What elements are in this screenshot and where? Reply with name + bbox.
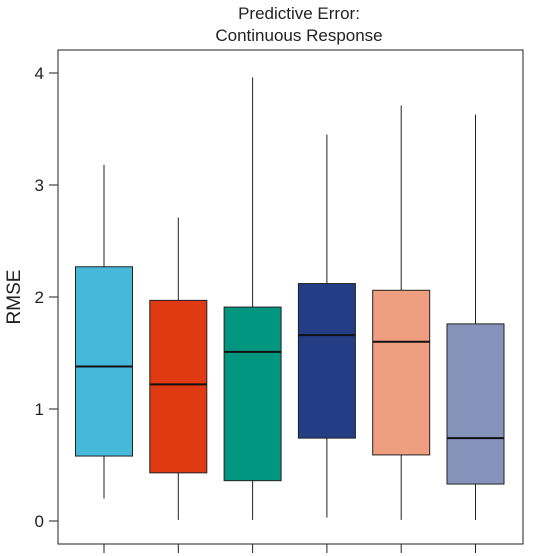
y-tick-label-4: 4 (35, 64, 44, 83)
y-tick-label-3: 3 (35, 176, 44, 195)
box-6 (446, 114, 505, 553)
box-body-6 (446, 323, 505, 485)
box-2 (149, 217, 208, 553)
box-body-4 (297, 283, 356, 439)
box-4 (297, 134, 356, 553)
y-tick-label-1: 1 (35, 400, 44, 419)
box-3 (223, 77, 282, 553)
box-body-5 (372, 289, 431, 456)
y-axis-label: RMSE (4, 270, 25, 325)
box-body-2 (149, 299, 208, 474)
box-5 (372, 105, 431, 553)
y-tick-label-2: 2 (35, 288, 44, 307)
box-1 (75, 164, 133, 553)
box-body-3 (223, 306, 282, 482)
box-body-1 (75, 266, 133, 457)
chart-title-line-1: Predictive Error: (238, 4, 360, 23)
y-tick-label-0: 0 (35, 512, 44, 531)
chart-title-line-2: Continuous Response (215, 26, 382, 45)
